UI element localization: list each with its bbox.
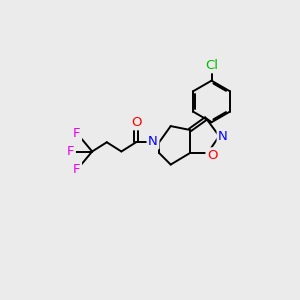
Text: F: F xyxy=(67,145,74,158)
Text: F: F xyxy=(73,163,80,176)
Text: O: O xyxy=(131,116,141,129)
Text: N: N xyxy=(218,130,228,142)
Text: O: O xyxy=(207,149,217,162)
Text: Cl: Cl xyxy=(205,59,218,72)
Text: F: F xyxy=(73,127,80,140)
Text: N: N xyxy=(148,135,158,148)
